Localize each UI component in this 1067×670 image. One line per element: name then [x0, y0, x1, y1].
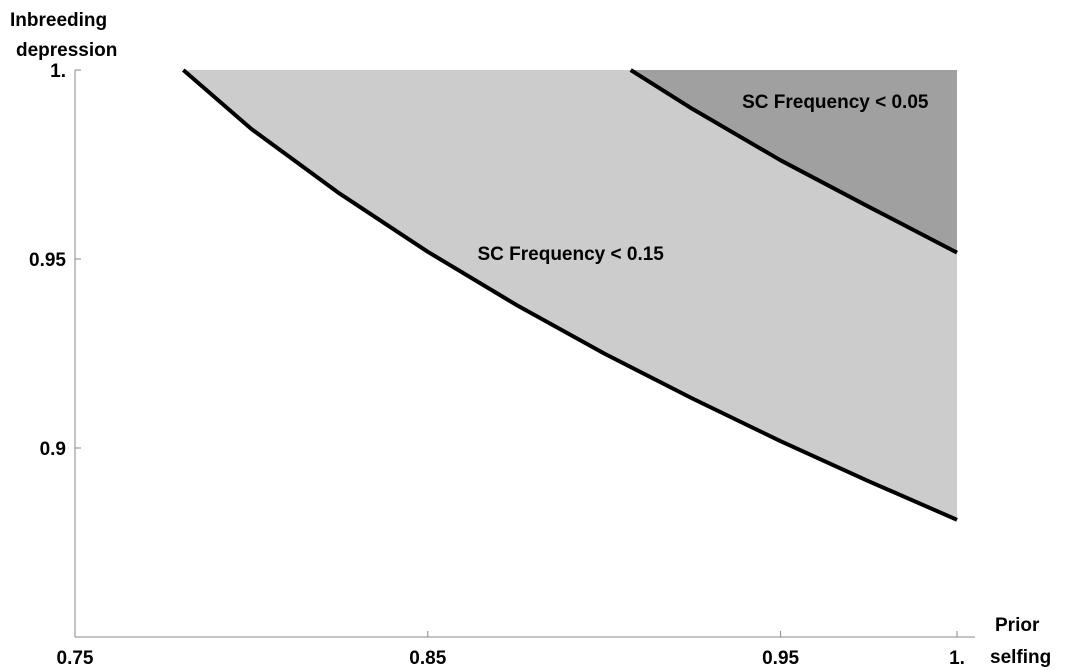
x-tick-label: 0.85	[409, 648, 446, 669]
y-ticks: 0.9 0.95 1.	[29, 61, 81, 460]
x-axis-label-line2: selfing	[990, 647, 1051, 668]
curve-sc-frequency-005	[629, 68, 958, 255]
curve-sc-frequency-015	[181, 68, 958, 522]
shaded-regions	[183, 70, 958, 520]
axes	[74, 70, 975, 638]
x-tick-label: 0.75	[57, 648, 94, 669]
region-sc-frequency-015	[183, 70, 958, 520]
boundary-curves	[181, 68, 958, 522]
x-tick-label: 1.	[949, 648, 965, 669]
y-tick-label: 0.9	[40, 439, 66, 460]
region-sc-frequency-005	[630, 70, 957, 253]
region-annotation: SC Frequency < 0.05	[742, 92, 929, 113]
x-ticks: 0.75 0.85 0.95 1.	[57, 631, 965, 669]
y-axis-label-line2: depression	[16, 40, 117, 61]
x-tick-label: 0.95	[762, 648, 799, 669]
y-tick-label: 1.	[50, 61, 66, 82]
y-axis-label-line1: Inbreeding	[10, 10, 107, 31]
region-annotation: SC Frequency < 0.15	[477, 244, 664, 265]
region-annotations: SC Frequency < 0.15 SC Frequency < 0.05	[477, 92, 928, 265]
y-tick-label: 0.95	[29, 250, 66, 271]
x-axis-label-line1: Prior	[995, 615, 1040, 636]
